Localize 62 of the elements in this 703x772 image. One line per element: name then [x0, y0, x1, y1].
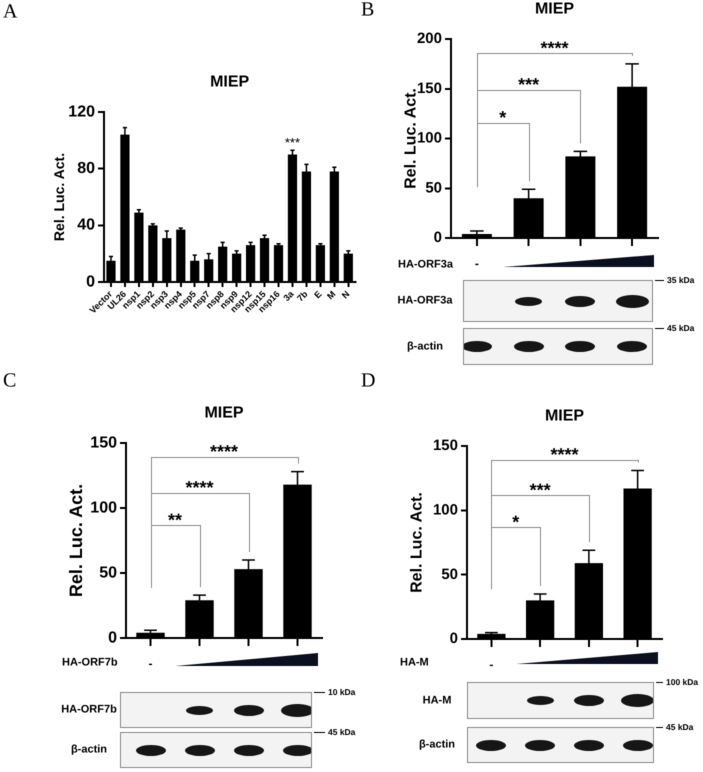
text: β-actin: [70, 744, 108, 756]
text: 35 kDa: [667, 274, 694, 285]
y-axis-title: Rel. Luc. Act.: [50, 152, 67, 242]
annotation: ***: [284, 135, 300, 150]
annotation: ****: [550, 444, 579, 465]
text: 45 kDa: [667, 322, 694, 333]
y-tick-label: 0: [108, 629, 118, 646]
y-tick-label: 200: [416, 30, 442, 48]
y-tick-label: 150: [432, 437, 458, 454]
x-tick-label: 7b: [295, 288, 310, 304]
text: β-actin: [406, 340, 444, 352]
y-tick-label: 0: [450, 630, 458, 648]
x-tick-label: -: [474, 256, 479, 271]
annotation: *: [512, 512, 520, 532]
y-axis-title: Rel. Luc. Act.: [408, 492, 426, 593]
annotation: ***: [518, 74, 540, 95]
y-tick-label: 80: [77, 160, 96, 178]
x-axis-title: HA-ORF7b: [62, 656, 118, 668]
x-axis-title: HA-ORF3a: [398, 258, 454, 270]
y-tick-label: 0: [434, 229, 442, 246]
text: HA-M: [422, 694, 452, 706]
chart-title: MIEP: [210, 73, 250, 90]
annotation: ****: [210, 442, 238, 462]
x-axis-title: HA-M: [400, 656, 429, 668]
x-tick-label: M: [325, 288, 338, 302]
annotation: ***: [530, 480, 551, 500]
text: HA-ORF3a: [397, 294, 453, 306]
text: 100 kDa: [666, 676, 698, 687]
x-tick-label: -: [148, 656, 152, 671]
y-tick-label: 120: [68, 103, 96, 120]
y-tick-label: 50: [441, 566, 458, 583]
y-tick-label: 50: [99, 564, 118, 582]
y-tick-label: 100: [416, 130, 442, 147]
text: HA-ORF7b: [61, 704, 117, 716]
x-tick-label: E: [312, 288, 324, 300]
chart-title: MIEP: [534, 0, 574, 18]
y-tick-label: 50: [425, 179, 442, 196]
chart-title: MIEP: [544, 407, 584, 424]
y-tick-label: 100: [90, 499, 118, 516]
annotation: **: [168, 510, 182, 530]
text: 10 kDa: [328, 686, 356, 697]
text: 45 kDa: [666, 722, 694, 732]
text: β-actin: [418, 738, 456, 750]
text: B: [361, 0, 374, 20]
y-tick-label: 150: [416, 80, 442, 97]
text: A: [3, 0, 18, 22]
y-tick-label: 100: [432, 501, 458, 518]
y-axis-title: Rel. Luc. Act.: [66, 484, 86, 598]
chart-title: MIEP: [204, 404, 244, 422]
y-tick-label: 150: [90, 434, 118, 452]
text: D: [361, 369, 376, 392]
annotation: ****: [185, 478, 214, 498]
x-tick-label: 3a: [281, 288, 296, 304]
y-axis-title: Rel. Luc. Act.: [402, 88, 420, 189]
y-tick-label: 40: [77, 216, 96, 234]
annotation: ****: [540, 38, 569, 58]
annotation: *: [499, 108, 506, 128]
text: 45 kDa: [328, 726, 356, 737]
x-tick-label: N: [340, 288, 352, 301]
x-tick-label: -: [489, 658, 494, 672]
text: C: [3, 369, 16, 392]
y-tick-label: 0: [86, 273, 96, 290]
